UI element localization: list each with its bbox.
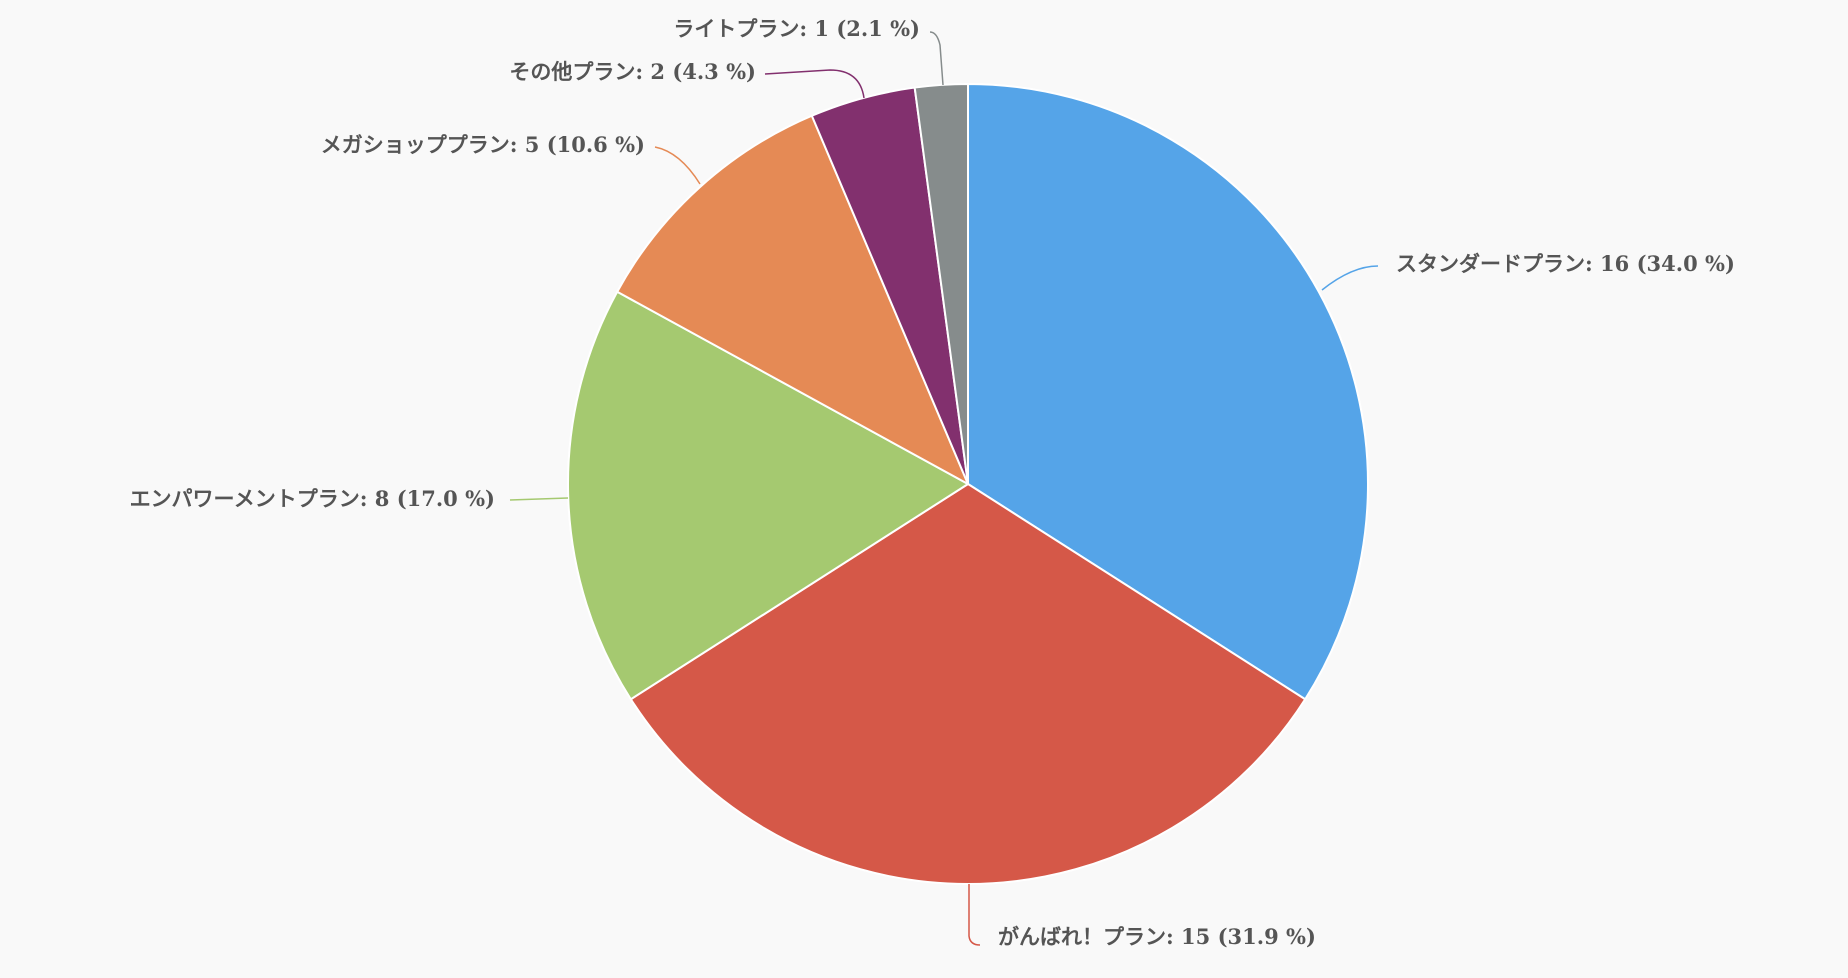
data-label-3: エンパワーメントプラン: 8 (17.0 %) bbox=[130, 486, 495, 511]
leader-line-5 bbox=[764, 69, 865, 99]
data-label-5: その他プラン: 2 (4.3 %) bbox=[509, 59, 756, 84]
leader-lines-layer bbox=[509, 31, 1379, 946]
slices-layer bbox=[567, 83, 1369, 885]
pie-slice-1[interactable] bbox=[967, 83, 1369, 701]
data-label-6: ライトプラン: 1 (2.1 %) bbox=[673, 16, 920, 41]
leader-line-4 bbox=[654, 146, 701, 185]
pie-slice-6[interactable] bbox=[913, 83, 969, 485]
data-label-4: メガショッププラン: 5 (10.6 %) bbox=[321, 132, 645, 157]
leader-line-3 bbox=[509, 497, 569, 501]
data-labels-layer: スタンダードプラン: 16 (34.0 %) がんばれ！プラン: 15 (31.9… bbox=[130, 16, 1735, 949]
leader-line-6 bbox=[929, 31, 944, 86]
pie-slice-2[interactable] bbox=[629, 483, 1307, 885]
pie-slice-3[interactable] bbox=[567, 290, 969, 701]
leader-line-1 bbox=[1321, 265, 1379, 291]
leader-line-2 bbox=[968, 884, 981, 946]
data-label-1: スタンダードプラン: 16 (34.0 %) bbox=[1396, 251, 1735, 276]
data-label-2: がんばれ！プラン: 15 (31.9 %) bbox=[998, 924, 1316, 949]
pie-slice-4[interactable] bbox=[616, 114, 969, 485]
